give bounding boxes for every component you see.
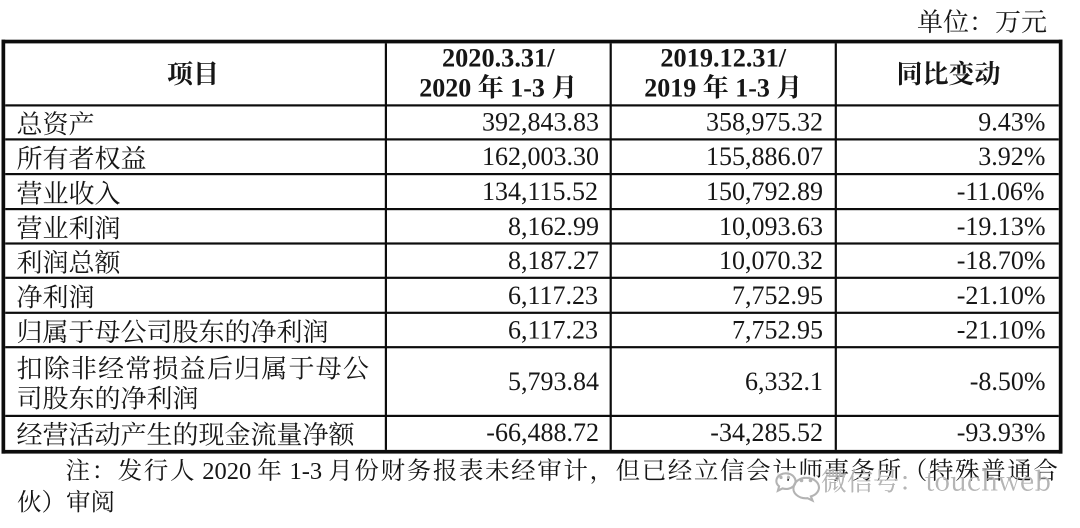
svg-text:2020: 2020 (419, 73, 478, 102)
svg-text:-8.50%: -8.50% (970, 367, 1046, 396)
svg-text:7,752.95: 7,752.95 (732, 281, 823, 310)
svg-text:134,115.52: 134,115.52 (482, 177, 598, 206)
svg-text:8,187.27: 8,187.27 (508, 246, 599, 275)
svg-text:-21.10%: -21.10% (957, 316, 1046, 345)
svg-text:9.43%: 9.43% (978, 108, 1045, 137)
svg-text:2019: 2019 (644, 73, 703, 102)
svg-text:-21.10%: -21.10% (957, 281, 1046, 310)
svg-text:3.92%: 3.92% (978, 142, 1045, 171)
svg-text:1-3: 1-3 (729, 73, 777, 102)
svg-text:1-3: 1-3 (504, 73, 552, 102)
svg-text:-18.70%: -18.70% (957, 246, 1046, 275)
svg-text:-66,488.72: -66,488.72 (486, 418, 599, 447)
svg-text:10,093.63: 10,093.63 (719, 212, 823, 241)
svg-text:155,886.07: 155,886.07 (706, 142, 823, 171)
svg-text:10,070.32: 10,070.32 (719, 246, 823, 275)
svg-text:1-3: 1-3 (283, 458, 328, 485)
svg-text:6,117.23: 6,117.23 (508, 281, 598, 310)
svg-text:5,793.84: 5,793.84 (508, 367, 599, 396)
svg-text:-11.06%: -11.06% (957, 177, 1045, 206)
svg-text:2019.12.31/: 2019.12.31/ (660, 44, 786, 73)
svg-text:2020: 2020 (196, 458, 257, 485)
svg-text:-34,285.52: -34,285.52 (710, 418, 823, 447)
svg-text:392,843.83: 392,843.83 (482, 108, 599, 137)
svg-text:162,003.30: 162,003.30 (482, 142, 599, 171)
svg-text:6,332.1: 6,332.1 (745, 367, 823, 396)
svg-text:-93.93%: -93.93% (957, 418, 1046, 447)
svg-text:2020.3.31/: 2020.3.31/ (442, 44, 555, 73)
svg-text:-19.13%: -19.13% (957, 212, 1046, 241)
svg-text:8,162.99: 8,162.99 (508, 212, 599, 241)
svg-text:7,752.95: 7,752.95 (732, 316, 823, 345)
svg-text:358,975.32: 358,975.32 (706, 108, 823, 137)
svg-text:6,117.23: 6,117.23 (508, 316, 598, 345)
svg-text:150,792.89: 150,792.89 (706, 177, 823, 206)
